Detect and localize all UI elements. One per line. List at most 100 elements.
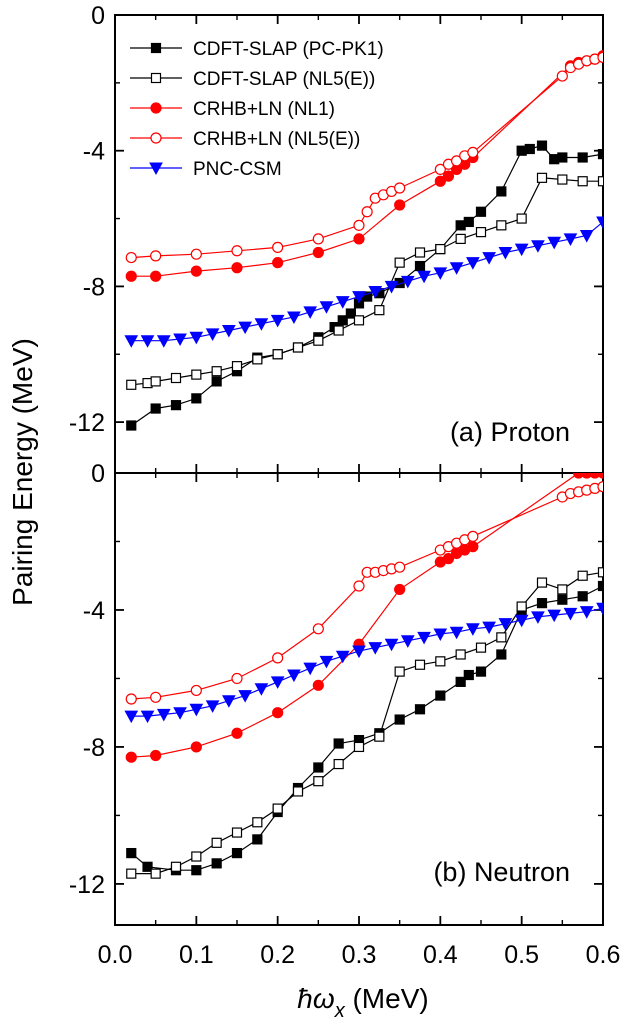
data-point (589, 473, 601, 479)
data-point (252, 834, 263, 845)
data-point (287, 311, 301, 324)
data-point (231, 827, 243, 838)
data-point (577, 152, 588, 163)
x-tick-label: 0.1 (179, 941, 214, 969)
data-point (272, 652, 284, 664)
series-cdft-slap-pc-pk1 (126, 140, 603, 431)
data-point (524, 143, 535, 155)
data-point (231, 847, 243, 859)
data-point (451, 155, 463, 167)
data-point (414, 704, 426, 715)
data-point (231, 361, 243, 372)
data-point (272, 349, 283, 360)
data-point (252, 354, 263, 365)
data-point (231, 672, 243, 685)
data-point (337, 315, 348, 326)
data-point (238, 690, 252, 703)
data-point (238, 321, 252, 335)
data-point (352, 291, 366, 304)
data-point (579, 606, 594, 619)
data-point (482, 252, 496, 265)
series-line (131, 607, 603, 717)
data-point (442, 170, 455, 182)
data-point (124, 710, 139, 724)
data-point (449, 626, 464, 640)
data-point (498, 618, 513, 631)
data-point (400, 275, 415, 289)
data-point (353, 580, 365, 592)
series-line (131, 221, 603, 342)
data-point (433, 267, 448, 280)
data-point (150, 132, 162, 144)
data-point (150, 102, 162, 114)
data-point (466, 623, 480, 636)
data-point (352, 645, 366, 659)
legend-entry: PNC-CSM (130, 159, 282, 180)
data-point (140, 710, 155, 724)
data-point (156, 335, 171, 348)
y-tick-label: -4 (83, 138, 105, 166)
data-point (400, 635, 415, 648)
legend-label: CRHB+LN (NL5(E)) (193, 129, 360, 150)
data-point (156, 708, 171, 722)
data-point (303, 662, 318, 676)
data-point (353, 315, 365, 326)
data-point (361, 206, 373, 218)
data-point (126, 420, 137, 431)
data-point (140, 335, 155, 348)
data-point (435, 656, 446, 667)
data-point (205, 328, 220, 341)
data-point (449, 262, 464, 275)
x-tick-label: 0.2 (260, 941, 295, 969)
series-cdft-slap-nl5-e (126, 172, 603, 390)
data-point (150, 868, 161, 879)
x-axis-title-symbol: ħω (297, 983, 334, 1014)
data-point (287, 669, 301, 683)
data-point (475, 227, 487, 238)
data-point (125, 270, 137, 282)
data-point (190, 741, 202, 753)
series-line (131, 473, 603, 758)
panel-proton: 0 -4 -8 -12 (a) Proton (69, 2, 604, 474)
data-point (417, 631, 431, 645)
data-point (475, 666, 487, 677)
y-tick-label: -12 (69, 871, 105, 899)
panel-label-proton: (a) Proton (450, 417, 570, 447)
data-point (531, 240, 545, 253)
data-point (394, 257, 405, 268)
data-point (150, 270, 162, 282)
data-point (292, 342, 304, 353)
data-point (189, 703, 204, 717)
data-point (191, 865, 202, 876)
data-point (417, 270, 431, 284)
data-point (191, 393, 202, 404)
data-point (272, 803, 283, 814)
panel-label-neutron: (b) Neutron (433, 857, 570, 887)
data-point (231, 262, 243, 274)
data-point (222, 325, 236, 338)
data-point (313, 762, 324, 773)
data-point (312, 246, 324, 259)
data-point (374, 305, 385, 316)
data-point (514, 243, 529, 257)
data-point (222, 695, 236, 708)
data-point (374, 731, 385, 742)
data-point (475, 206, 487, 217)
data-point (516, 213, 527, 224)
data-point (173, 707, 187, 720)
data-point (563, 233, 578, 246)
data-point (270, 314, 285, 328)
data-point (556, 70, 568, 82)
data-point (150, 250, 162, 262)
data-point (435, 243, 446, 255)
data-point (272, 241, 284, 253)
data-point (563, 607, 578, 621)
series-line (130, 144, 603, 426)
data-point (597, 51, 603, 64)
data-point (313, 776, 324, 787)
data-point (150, 376, 161, 387)
data-point (597, 176, 603, 187)
data-point (496, 220, 507, 231)
data-point (272, 707, 284, 719)
data-point (270, 676, 285, 689)
